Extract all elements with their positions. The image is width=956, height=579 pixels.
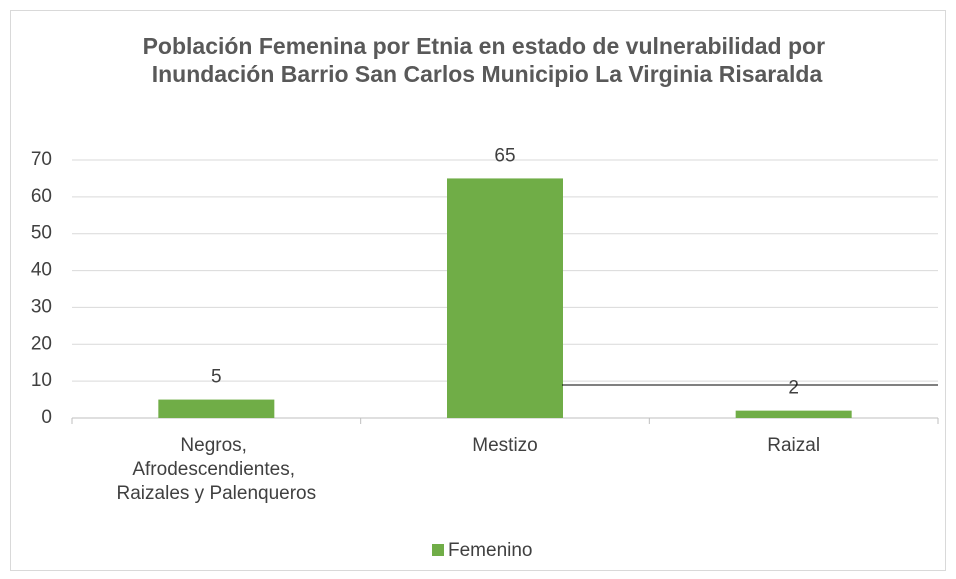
y-tick-label: 0: [41, 407, 52, 428]
y-tick-label: 60: [31, 186, 52, 207]
legend-label: Femenino: [448, 540, 533, 561]
y-tick-label: 70: [31, 149, 52, 170]
chart-title: Población Femenina por Etnia en estado d…: [143, 33, 832, 87]
y-tick-label: 30: [31, 296, 52, 317]
x-tick-label: Raizal: [767, 435, 820, 456]
legend-swatch: [432, 544, 444, 556]
x-tick-label: Negros, Afrodescendientes, Raizales y Pa…: [117, 435, 317, 504]
bar: [158, 399, 275, 418]
x-tick-label: Mestizo: [472, 435, 537, 456]
y-tick-label: 20: [31, 333, 52, 354]
y-tick-label: 40: [31, 260, 52, 281]
data-label: 2: [788, 378, 799, 399]
data-label: 5: [211, 367, 222, 388]
y-tick-label: 10: [31, 370, 52, 391]
bar: [735, 410, 852, 418]
y-tick-label: 50: [31, 223, 52, 244]
bar: [447, 178, 563, 418]
data-label: 65: [494, 145, 515, 166]
